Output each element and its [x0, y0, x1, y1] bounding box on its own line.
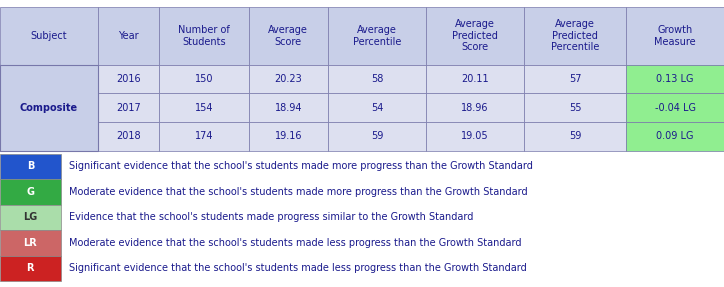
FancyBboxPatch shape	[626, 7, 724, 65]
Text: 174: 174	[195, 131, 214, 141]
Text: Composite: Composite	[20, 103, 78, 113]
Text: 20.11: 20.11	[461, 74, 489, 84]
FancyBboxPatch shape	[626, 93, 724, 122]
FancyBboxPatch shape	[98, 7, 159, 65]
FancyBboxPatch shape	[426, 93, 524, 122]
Text: 2017: 2017	[117, 103, 141, 113]
FancyBboxPatch shape	[249, 7, 328, 65]
Text: 154: 154	[195, 103, 214, 113]
FancyBboxPatch shape	[524, 65, 626, 93]
FancyBboxPatch shape	[426, 65, 524, 93]
Text: Average
Predicted
Score: Average Predicted Score	[452, 19, 498, 53]
FancyBboxPatch shape	[98, 122, 159, 151]
FancyBboxPatch shape	[0, 122, 98, 151]
FancyBboxPatch shape	[524, 93, 626, 122]
Text: 58: 58	[371, 74, 383, 84]
FancyBboxPatch shape	[98, 93, 159, 122]
FancyBboxPatch shape	[0, 65, 98, 93]
Text: Average
Percentile: Average Percentile	[353, 25, 401, 47]
Text: 19.05: 19.05	[461, 131, 489, 141]
Text: 2018: 2018	[117, 131, 141, 141]
FancyBboxPatch shape	[249, 93, 328, 122]
FancyBboxPatch shape	[0, 256, 61, 281]
Text: G: G	[26, 187, 34, 197]
Text: 55: 55	[568, 103, 581, 113]
FancyBboxPatch shape	[0, 7, 98, 65]
Text: 18.94: 18.94	[274, 103, 302, 113]
Text: 150: 150	[195, 74, 214, 84]
FancyBboxPatch shape	[249, 65, 328, 93]
FancyBboxPatch shape	[159, 65, 249, 93]
FancyBboxPatch shape	[426, 7, 524, 65]
FancyBboxPatch shape	[328, 93, 426, 122]
FancyBboxPatch shape	[249, 122, 328, 151]
Text: Significant evidence that the school's students made less progress than the Grow: Significant evidence that the school's s…	[70, 263, 527, 274]
FancyBboxPatch shape	[0, 93, 98, 122]
Text: -0.04 LG: -0.04 LG	[654, 103, 696, 113]
Text: Average
Predicted
Percentile: Average Predicted Percentile	[551, 19, 599, 53]
FancyBboxPatch shape	[426, 122, 524, 151]
Text: 19.16: 19.16	[274, 131, 302, 141]
Text: LG: LG	[23, 212, 38, 222]
Text: R: R	[27, 263, 34, 274]
FancyBboxPatch shape	[328, 122, 426, 151]
Text: 59: 59	[371, 131, 383, 141]
FancyBboxPatch shape	[626, 65, 724, 93]
FancyBboxPatch shape	[159, 7, 249, 65]
Text: Significant evidence that the school's students made more progress than the Grow: Significant evidence that the school's s…	[70, 161, 534, 171]
FancyBboxPatch shape	[98, 65, 159, 93]
Text: Year: Year	[118, 31, 139, 41]
Text: 54: 54	[371, 103, 383, 113]
Text: Subject: Subject	[30, 31, 67, 41]
Text: 0.13 LG: 0.13 LG	[656, 74, 694, 84]
Text: Evidence that the school's students made progress similar to the Growth Standard: Evidence that the school's students made…	[70, 212, 473, 222]
FancyBboxPatch shape	[0, 65, 98, 151]
FancyBboxPatch shape	[328, 65, 426, 93]
Text: 20.23: 20.23	[274, 74, 302, 84]
Text: Moderate evidence that the school's students made more progress than the Growth : Moderate evidence that the school's stud…	[70, 187, 528, 197]
FancyBboxPatch shape	[0, 205, 61, 230]
FancyBboxPatch shape	[0, 230, 61, 256]
Text: 2016: 2016	[117, 74, 141, 84]
Text: 0.09 LG: 0.09 LG	[656, 131, 694, 141]
FancyBboxPatch shape	[626, 122, 724, 151]
Text: Number of
Students: Number of Students	[178, 25, 230, 47]
Text: 57: 57	[568, 74, 581, 84]
FancyBboxPatch shape	[159, 122, 249, 151]
Text: B: B	[27, 161, 34, 171]
FancyBboxPatch shape	[524, 122, 626, 151]
FancyBboxPatch shape	[524, 7, 626, 65]
Text: 18.96: 18.96	[461, 103, 489, 113]
FancyBboxPatch shape	[0, 154, 61, 179]
FancyBboxPatch shape	[159, 93, 249, 122]
Text: LR: LR	[23, 238, 37, 248]
Text: 59: 59	[569, 131, 581, 141]
FancyBboxPatch shape	[0, 179, 61, 205]
Text: Average
Score: Average Score	[269, 25, 308, 47]
FancyBboxPatch shape	[328, 7, 426, 65]
Text: Growth
Measure: Growth Measure	[654, 25, 696, 47]
Text: Moderate evidence that the school's students made less progress than the Growth : Moderate evidence that the school's stud…	[70, 238, 522, 248]
